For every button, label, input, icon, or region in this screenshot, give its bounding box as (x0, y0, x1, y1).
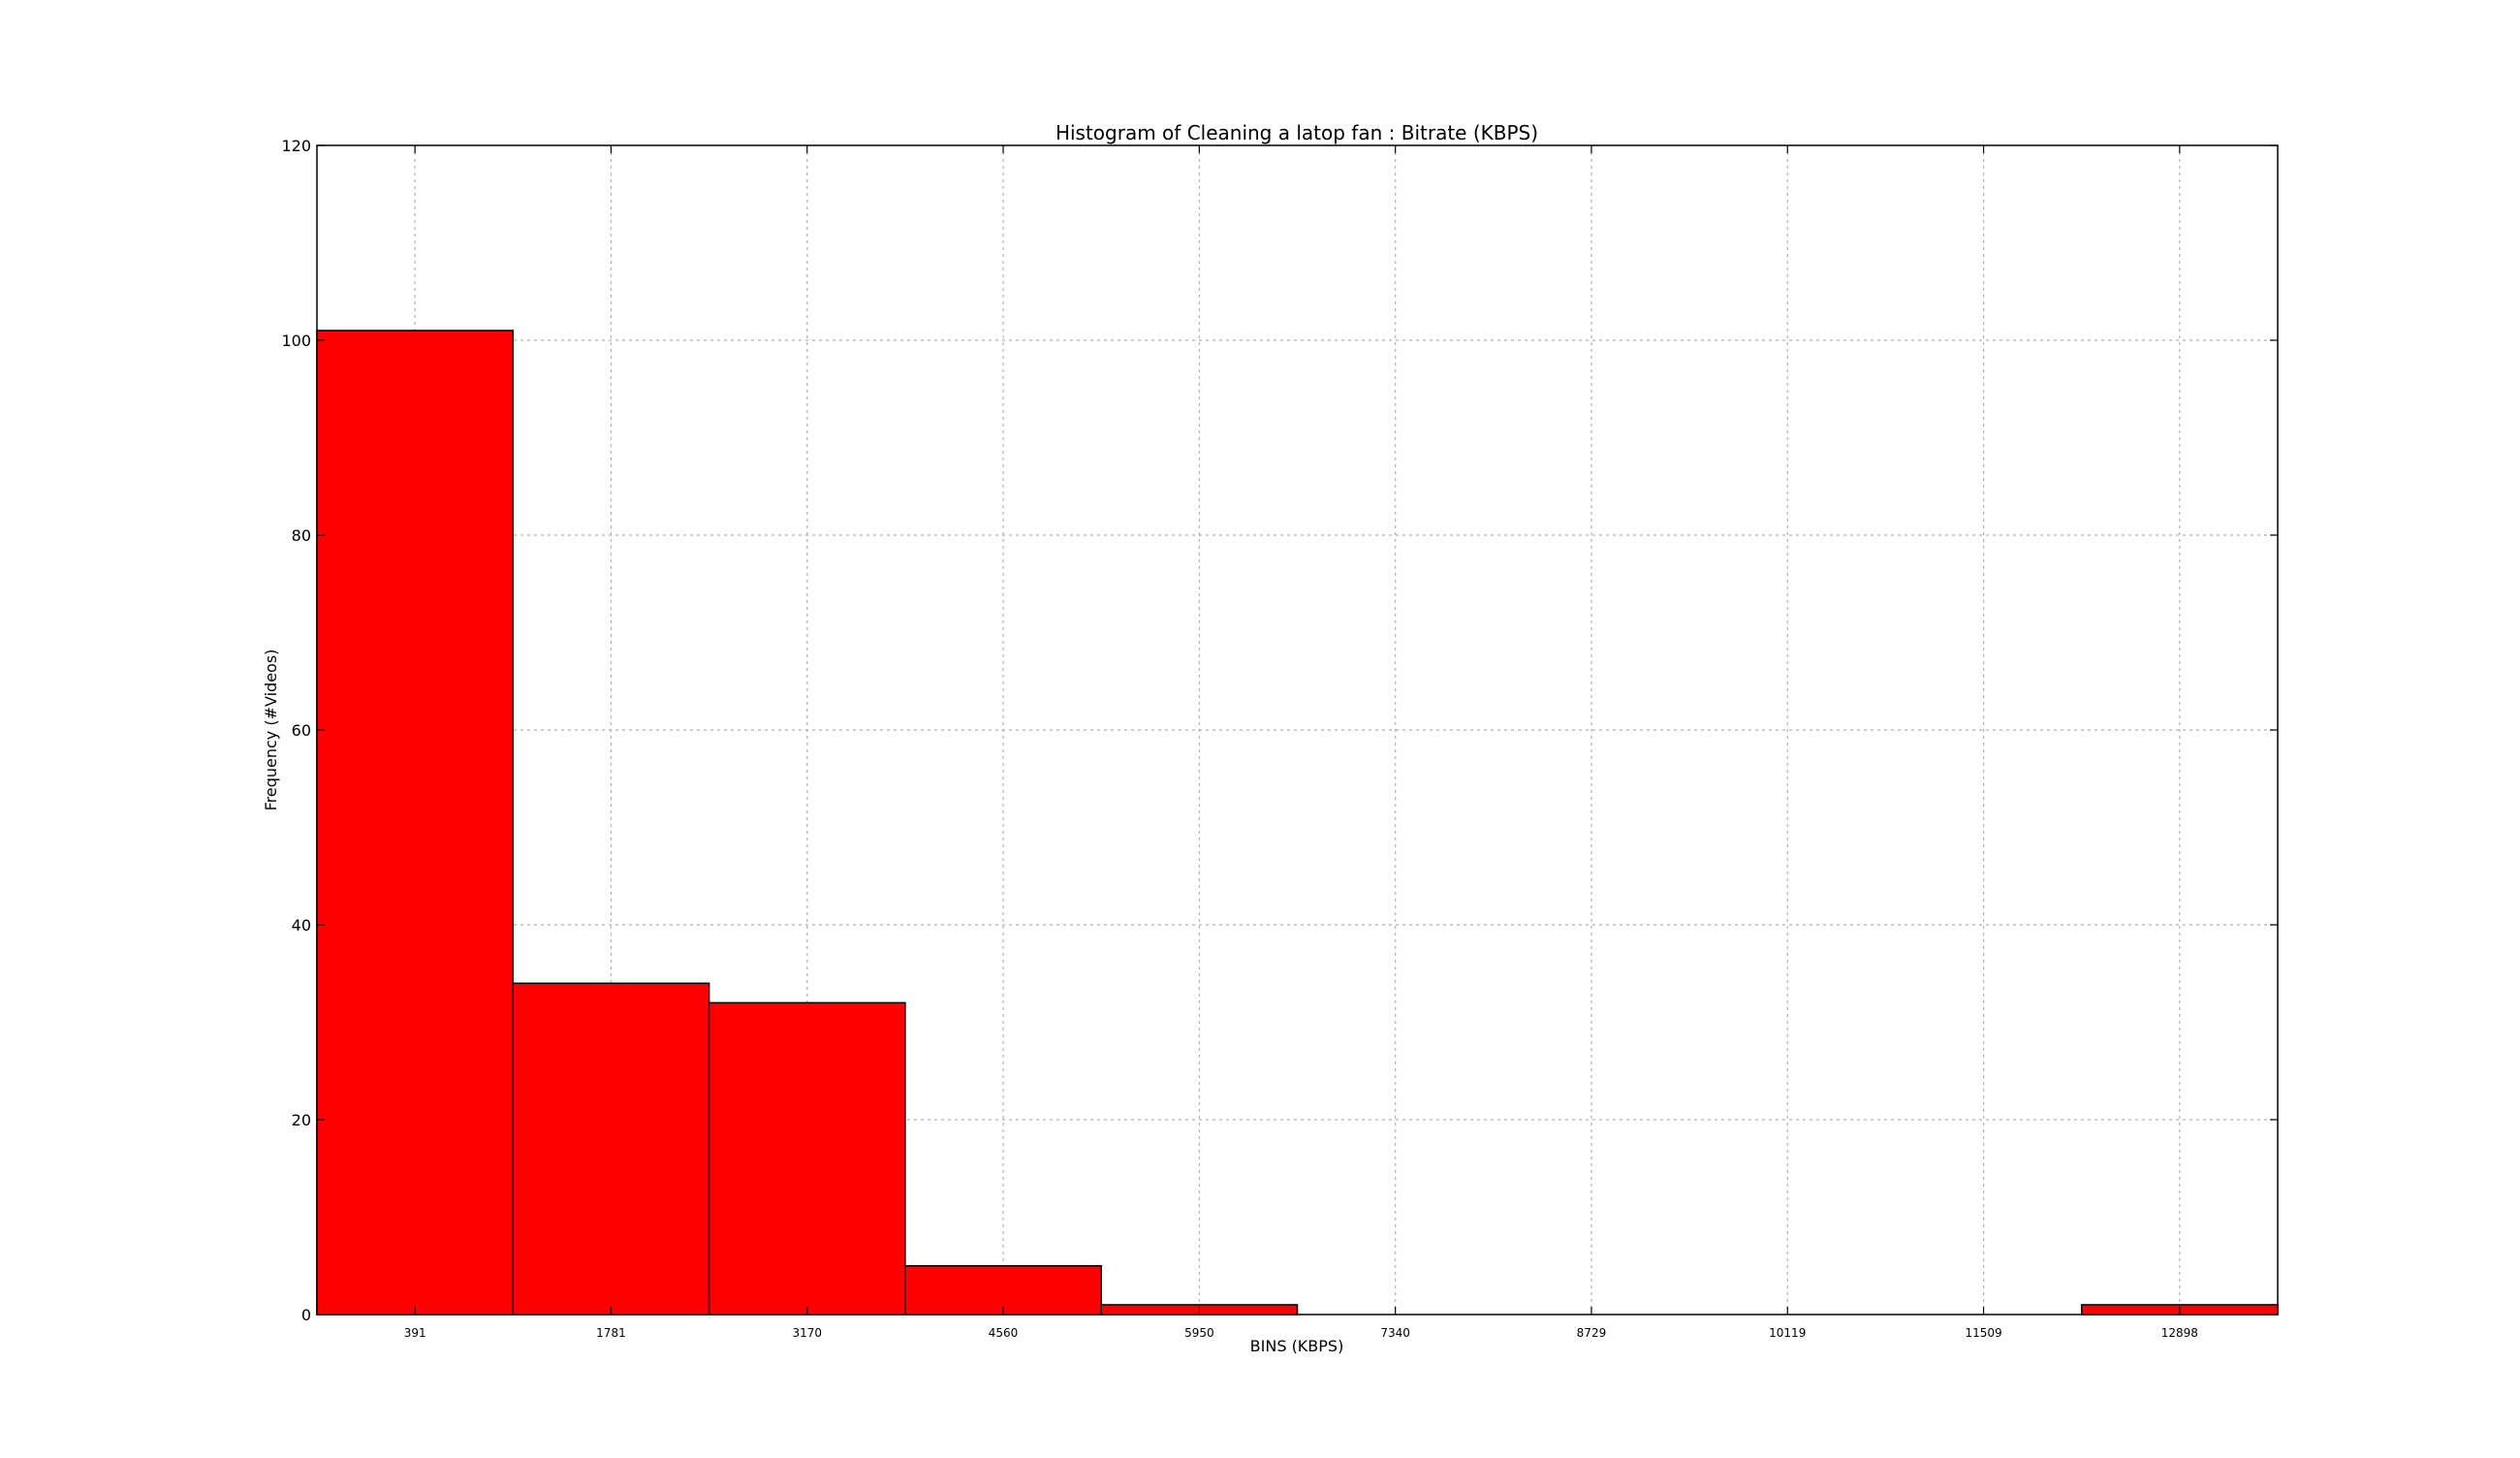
x-tick-label: 12898 (2161, 1326, 2198, 1340)
histogram-bar (316, 330, 515, 1315)
y-tick-labels: 0 20 40 60 80 100 120 (281, 137, 311, 1324)
x-tick-label: 1781 (596, 1326, 626, 1340)
y-tick-label: 80 (292, 526, 311, 545)
x-tick-labels: 391 1781 3170 4560 5950 7340 8729 10119 11509 128… (404, 1326, 2198, 1340)
histogram-bar (708, 1001, 906, 1315)
x-tick-label: 8729 (1577, 1326, 1607, 1340)
x-tick-label: 4560 (989, 1326, 1019, 1340)
axis-ticks (317, 144, 2278, 1315)
x-tick-label: 7340 (1380, 1326, 1410, 1340)
chart-title: Histogram of Cleaning a latop fan : Bitr… (1055, 121, 1538, 144)
histogram-bar (904, 1265, 1102, 1315)
y-tick-label: 20 (292, 1111, 311, 1129)
y-tick-label: 0 (301, 1306, 311, 1324)
x-tick-label: 5950 (1184, 1326, 1214, 1340)
y-tick-label: 60 (292, 721, 311, 740)
y-tick-label: 120 (281, 137, 311, 155)
y-axis-label: Frequency (#Videos) (262, 650, 280, 811)
x-tick-label: 11509 (1965, 1326, 2001, 1340)
x-tick-label: 3170 (792, 1326, 822, 1340)
x-tick-label: 391 (404, 1326, 426, 1340)
histogram-bar (512, 982, 710, 1315)
bars (316, 330, 2279, 1315)
y-tick-label: 40 (292, 916, 311, 935)
x-tick-label: 10119 (1769, 1326, 1806, 1340)
x-axis-label: BINS (KBPS) (1250, 1337, 1344, 1355)
y-tick-label: 100 (281, 332, 311, 350)
